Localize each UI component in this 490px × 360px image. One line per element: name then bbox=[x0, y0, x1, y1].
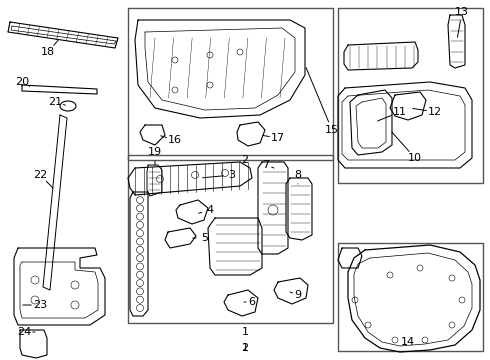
Text: 12: 12 bbox=[428, 107, 442, 117]
Text: 19: 19 bbox=[148, 147, 162, 157]
Text: 1: 1 bbox=[242, 343, 248, 353]
Text: 22: 22 bbox=[33, 170, 47, 180]
Text: 2: 2 bbox=[242, 343, 248, 353]
Text: 16: 16 bbox=[168, 135, 182, 145]
Text: 4: 4 bbox=[206, 205, 214, 215]
Text: 9: 9 bbox=[294, 290, 301, 300]
Text: 20: 20 bbox=[15, 77, 29, 87]
Text: 23: 23 bbox=[33, 300, 47, 310]
Text: 17: 17 bbox=[271, 133, 285, 143]
Text: 6: 6 bbox=[248, 297, 255, 307]
Text: 24: 24 bbox=[17, 327, 31, 337]
Text: 5: 5 bbox=[201, 233, 209, 243]
Text: 21: 21 bbox=[48, 97, 62, 107]
Text: 3: 3 bbox=[228, 170, 236, 180]
Text: 18: 18 bbox=[41, 47, 55, 57]
Text: 7: 7 bbox=[263, 160, 270, 170]
Text: 15: 15 bbox=[325, 125, 339, 135]
Text: 14: 14 bbox=[401, 337, 415, 347]
Text: 8: 8 bbox=[294, 170, 301, 180]
Text: 1: 1 bbox=[242, 327, 248, 337]
Text: 11: 11 bbox=[393, 107, 407, 117]
Text: 10: 10 bbox=[408, 153, 422, 163]
Text: 2: 2 bbox=[242, 155, 248, 165]
Text: 13: 13 bbox=[455, 7, 469, 17]
